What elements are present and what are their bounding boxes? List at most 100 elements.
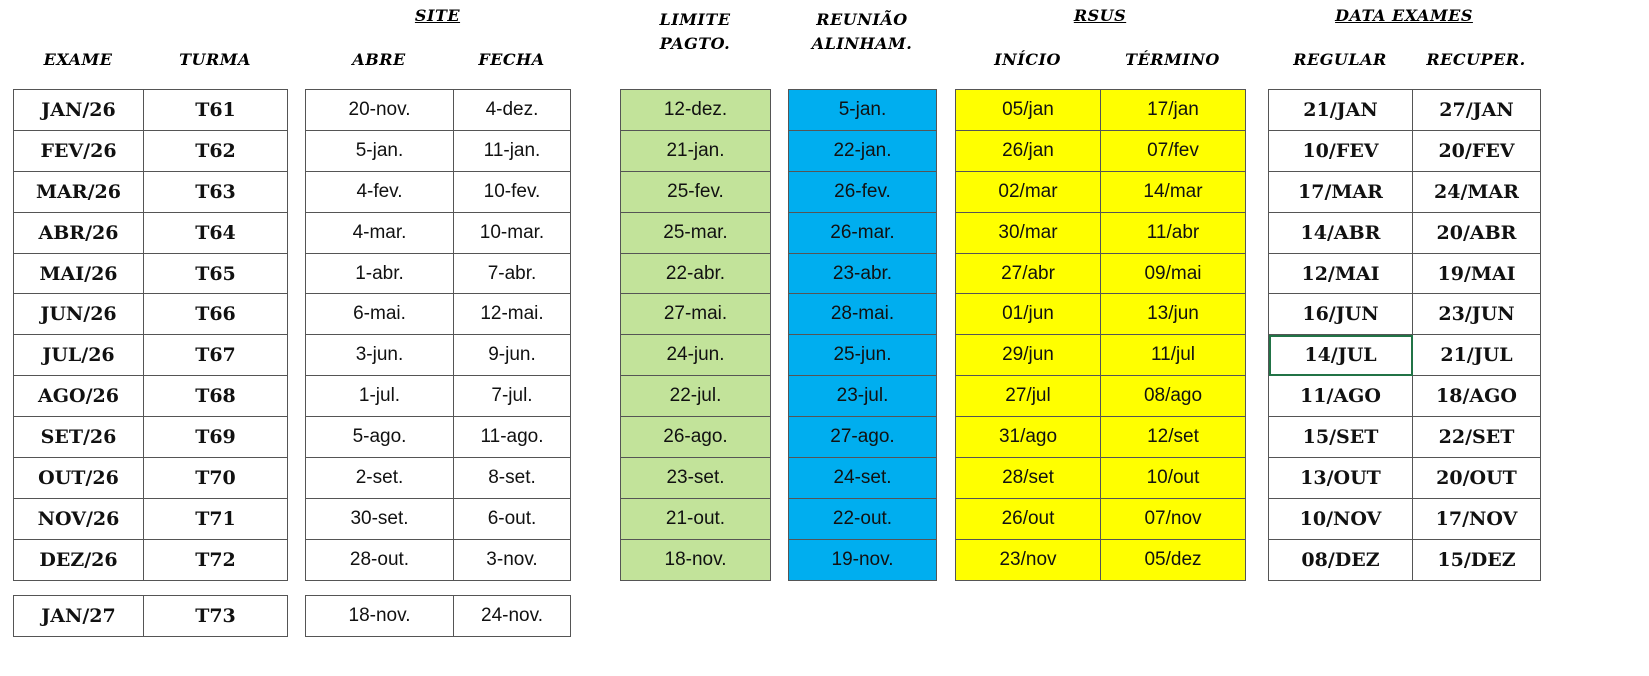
cell-exame[interactable]: SET/26	[13, 416, 144, 459]
cell-turma[interactable]: T69	[143, 416, 288, 459]
cell-fecha[interactable]: 12-mai.	[453, 293, 571, 336]
cell-regular[interactable]: 16/JUN	[1268, 293, 1413, 336]
cell-reuniao[interactable]: 5-jan.	[788, 89, 937, 131]
cell-inicio[interactable]: 02/mar	[955, 170, 1101, 213]
cell-exame[interactable]: AGO/26	[13, 375, 144, 418]
cell-turma[interactable]: T64	[143, 211, 288, 254]
cell-exame[interactable]: NOV/26	[13, 497, 144, 540]
cell-reuniao[interactable]: 26-mar.	[788, 211, 937, 254]
cell-recuper[interactable]: 20/FEV	[1412, 129, 1541, 172]
cell-fecha[interactable]: 3-nov.	[453, 538, 571, 581]
cell-termino[interactable]: 07/nov	[1100, 497, 1246, 540]
cell-termino[interactable]: 14/mar	[1100, 170, 1246, 213]
cell-inicio[interactable]: 28/set	[955, 457, 1101, 499]
cell-recuper[interactable]: 24/MAR	[1412, 170, 1541, 213]
cell-inicio[interactable]: 27/jul	[955, 375, 1101, 418]
cell-abre[interactable]: 1-abr.	[305, 252, 454, 295]
cell-abre[interactable]: 5-ago.	[305, 416, 454, 459]
cell-fecha[interactable]: 11-ago.	[453, 416, 571, 459]
cell-termino[interactable]: 11/jul	[1100, 334, 1246, 377]
cell-recuper[interactable]: 20/ABR	[1412, 211, 1541, 254]
cell-regular[interactable]: 14/ABR	[1268, 211, 1413, 254]
cell-inicio[interactable]: 30/mar	[955, 211, 1101, 254]
cell-fecha[interactable]: 7-abr.	[453, 252, 571, 295]
cell-reuniao[interactable]: 22-out.	[788, 497, 937, 540]
cell-abre[interactable]: 4-mar.	[305, 211, 454, 254]
cell-abre[interactable]: 6-mai.	[305, 293, 454, 336]
cell-limite[interactable]: 22-abr.	[620, 252, 771, 295]
cell-inicio[interactable]: 27/abr	[955, 252, 1101, 295]
cell-reuniao[interactable]: 28-mai.	[788, 293, 937, 336]
cell-limite[interactable]: 12-dez.	[620, 89, 771, 131]
cell-inicio[interactable]: 31/ago	[955, 416, 1101, 459]
cell-recuper[interactable]: 22/SET	[1412, 416, 1541, 459]
cell-abre[interactable]: 1-jul.	[305, 375, 454, 418]
cell-recuper[interactable]: 23/JUN	[1412, 293, 1541, 336]
cell-exame[interactable]: ABR/26	[13, 211, 144, 254]
cell-regular[interactable]: 12/MAI	[1268, 252, 1413, 295]
cell-limite[interactable]: 23-set.	[620, 457, 771, 499]
cell-inicio[interactable]: 29/jun	[955, 334, 1101, 377]
cell-abre[interactable]: 20-nov.	[305, 89, 454, 131]
cell-exame[interactable]: MAR/26	[13, 170, 144, 213]
cell-regular[interactable]: 08/DEZ	[1268, 538, 1413, 581]
cell-fecha[interactable]: 9-jun.	[453, 334, 571, 377]
cell-exame[interactable]: JAN/26	[13, 89, 144, 131]
cell-inicio[interactable]: 26/jan	[955, 129, 1101, 172]
cell-exame[interactable]: JUL/26	[13, 334, 144, 377]
cell-reuniao[interactable]: 24-set.	[788, 457, 937, 499]
cell-termino[interactable]: 13/jun	[1100, 293, 1246, 336]
cell-termino[interactable]: 09/mai	[1100, 252, 1246, 295]
cell-recuper[interactable]: 19/MAI	[1412, 252, 1541, 295]
cell-turma[interactable]: T67	[143, 334, 288, 377]
cell-turma[interactable]: T68	[143, 375, 288, 418]
cell-abre[interactable]: 3-jun.	[305, 334, 454, 377]
cell-termino[interactable]: 11/abr	[1100, 211, 1246, 254]
cell-turma[interactable]: T73	[143, 595, 288, 637]
cell-exame[interactable]: JUN/26	[13, 293, 144, 336]
cell-turma[interactable]: T71	[143, 497, 288, 540]
cell-fecha[interactable]: 8-set.	[453, 457, 571, 499]
cell-limite[interactable]: 25-mar.	[620, 211, 771, 254]
cell-regular[interactable]: 15/SET	[1268, 416, 1413, 459]
cell-abre[interactable]: 2-set.	[305, 457, 454, 499]
cell-abre[interactable]: 5-jan.	[305, 129, 454, 172]
cell-regular[interactable]: 10/NOV	[1268, 497, 1413, 540]
cell-regular[interactable]: 13/OUT	[1268, 457, 1413, 499]
cell-exame[interactable]: DEZ/26	[13, 538, 144, 581]
cell-limite[interactable]: 18-nov.	[620, 538, 771, 581]
cell-termino[interactable]: 10/out	[1100, 457, 1246, 499]
cell-reuniao[interactable]: 22-jan.	[788, 129, 937, 172]
cell-fecha[interactable]: 4-dez.	[453, 89, 571, 131]
cell-regular[interactable]: 17/MAR	[1268, 170, 1413, 213]
cell-termino[interactable]: 12/set	[1100, 416, 1246, 459]
cell-recuper[interactable]: 15/DEZ	[1412, 538, 1541, 581]
cell-inicio[interactable]: 01/jun	[955, 293, 1101, 336]
cell-recuper[interactable]: 27/JAN	[1412, 89, 1541, 131]
cell-exame[interactable]: OUT/26	[13, 457, 144, 499]
cell-limite[interactable]: 21-jan.	[620, 129, 771, 172]
cell-abre[interactable]: 28-out.	[305, 538, 454, 581]
cell-reuniao[interactable]: 19-nov.	[788, 538, 937, 581]
cell-abre[interactable]: 4-fev.	[305, 170, 454, 213]
cell-termino[interactable]: 05/dez	[1100, 538, 1246, 581]
cell-turma[interactable]: T62	[143, 129, 288, 172]
cell-fecha[interactable]: 11-jan.	[453, 129, 571, 172]
cell-turma[interactable]: T63	[143, 170, 288, 213]
cell-limite[interactable]: 25-fev.	[620, 170, 771, 213]
cell-termino[interactable]: 17/jan	[1100, 89, 1246, 131]
cell-recuper[interactable]: 18/AGO	[1412, 375, 1541, 418]
cell-exame[interactable]: MAI/26	[13, 252, 144, 295]
cell-turma[interactable]: T66	[143, 293, 288, 336]
cell-reuniao[interactable]: 23-abr.	[788, 252, 937, 295]
cell-recuper[interactable]: 20/OUT	[1412, 457, 1541, 499]
cell-limite[interactable]: 26-ago.	[620, 416, 771, 459]
cell-exame[interactable]: FEV/26	[13, 129, 144, 172]
cell-recuper[interactable]: 17/NOV	[1412, 497, 1541, 540]
cell-turma[interactable]: T72	[143, 538, 288, 581]
cell-reuniao[interactable]: 26-fev.	[788, 170, 937, 213]
cell-reuniao[interactable]: 27-ago.	[788, 416, 937, 459]
cell-inicio[interactable]: 26/out	[955, 497, 1101, 540]
cell-regular[interactable]: 21/JAN	[1268, 89, 1413, 131]
cell-turma[interactable]: T65	[143, 252, 288, 295]
